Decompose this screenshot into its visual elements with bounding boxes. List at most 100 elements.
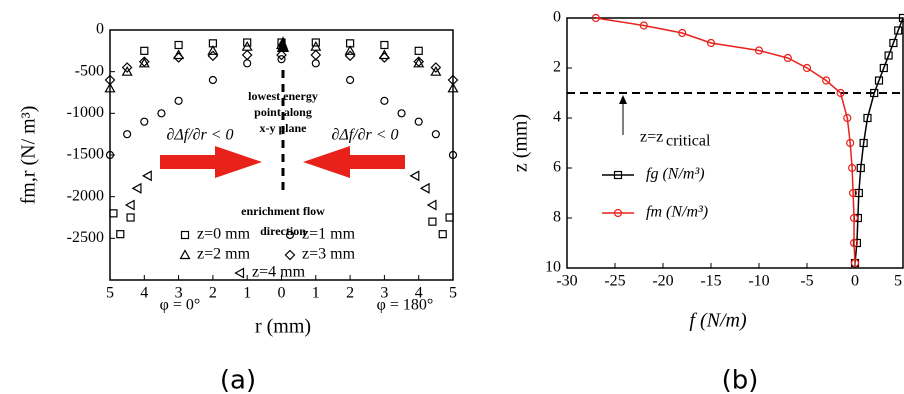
annotation: φ = 180° bbox=[377, 297, 434, 314]
marker-circle bbox=[850, 258, 860, 268]
series-line bbox=[595, 17, 856, 264]
marker-square bbox=[243, 38, 252, 47]
legend-marker bbox=[180, 230, 190, 240]
marker-circle bbox=[706, 38, 716, 48]
x-tick-label: -30 bbox=[556, 273, 577, 290]
marker-square bbox=[438, 230, 447, 239]
marker-square bbox=[859, 138, 868, 148]
marker-diamond bbox=[379, 52, 390, 63]
marker-circle bbox=[123, 130, 132, 139]
x-tick-label: 5 bbox=[894, 273, 902, 290]
marker-circle bbox=[836, 88, 845, 98]
marker-circle bbox=[208, 75, 217, 85]
marker-circle bbox=[380, 96, 389, 105]
marker-left-triangle bbox=[124, 199, 135, 211]
marker-circle bbox=[849, 213, 859, 223]
marker-circle bbox=[431, 130, 440, 139]
caption: (b) bbox=[722, 366, 759, 394]
annotation: enrichment flow bbox=[241, 204, 325, 218]
marker-diamond bbox=[344, 50, 356, 62]
marker-square bbox=[863, 113, 872, 123]
marker-circle bbox=[277, 55, 286, 64]
x-tick-label: 3 bbox=[175, 285, 183, 302]
legend-marker bbox=[179, 249, 191, 260]
annotation: φ = 0° bbox=[160, 297, 201, 314]
legend-label: z=4 mm bbox=[252, 264, 306, 281]
marker-diamond bbox=[207, 50, 219, 62]
caption: (a) bbox=[220, 366, 256, 394]
y-tick-label: -2000 bbox=[67, 187, 104, 204]
marker-left-triangle bbox=[131, 182, 142, 194]
red-arrow-right bbox=[160, 146, 262, 178]
x-tick-label: -5 bbox=[800, 273, 813, 290]
marker-circle bbox=[848, 163, 857, 173]
marker-diamond bbox=[276, 49, 287, 61]
marker-circle bbox=[678, 28, 687, 38]
y-tick-label: 8 bbox=[553, 209, 561, 226]
x-tick-label: 3 bbox=[380, 285, 388, 302]
marker-square bbox=[884, 51, 893, 60]
marker-diamond bbox=[104, 74, 116, 86]
marker-square bbox=[854, 188, 863, 198]
marker-triangle bbox=[378, 49, 390, 60]
x-tick-label: -10 bbox=[748, 273, 769, 290]
legend-marker bbox=[613, 170, 623, 180]
legend-marker bbox=[285, 230, 295, 240]
marker-diamond bbox=[413, 56, 425, 68]
marker-circle bbox=[105, 150, 115, 160]
marker-circle bbox=[783, 53, 792, 63]
marker-left-triangle bbox=[142, 170, 152, 182]
marker-triangle bbox=[344, 45, 356, 55]
marker-triangle bbox=[207, 45, 219, 55]
marker-square bbox=[856, 163, 865, 173]
critical-arrowhead bbox=[619, 95, 627, 104]
marker-circle bbox=[843, 113, 852, 123]
legend-label: z=1 mm bbox=[302, 226, 356, 243]
marker-diamond bbox=[173, 52, 184, 63]
y-tick-label: 6 bbox=[553, 159, 561, 176]
plot-frame bbox=[566, 17, 904, 269]
marker-diamond bbox=[121, 62, 133, 73]
marker-diamond bbox=[430, 62, 442, 73]
y-axis-label: fm,r (N/ m³) bbox=[18, 106, 40, 205]
marker-square bbox=[126, 213, 135, 222]
annotation: x-y plane bbox=[259, 121, 307, 135]
red-arrow-left bbox=[303, 146, 405, 178]
marker-circle bbox=[591, 13, 600, 23]
marker-square bbox=[879, 63, 888, 73]
marker-diamond bbox=[447, 74, 459, 86]
series-line bbox=[854, 17, 904, 264]
marker-square bbox=[874, 76, 884, 85]
marker-circle bbox=[822, 76, 831, 85]
y-tick-label: -1500 bbox=[67, 146, 104, 163]
annotation: lowest energy bbox=[248, 89, 318, 103]
panel-b-layout bbox=[567, 92, 903, 135]
x-tick-label: 0 bbox=[851, 273, 859, 290]
x-tick-label: 4 bbox=[415, 285, 423, 302]
x-tick-label: 1 bbox=[312, 285, 320, 302]
annotation: ∂Δf/∂r < 0 bbox=[166, 127, 233, 144]
marker-triangle bbox=[275, 39, 288, 50]
marker-triangle bbox=[173, 49, 185, 60]
y-tick-label: 2 bbox=[553, 59, 561, 76]
marker-triangle bbox=[430, 65, 442, 76]
legend-label: z=0 mm bbox=[197, 226, 251, 243]
annotation: z=z bbox=[640, 129, 663, 146]
marker-circle bbox=[754, 46, 764, 55]
marker-circle bbox=[174, 96, 183, 105]
marker-circle bbox=[639, 21, 648, 30]
marker-square bbox=[870, 88, 879, 98]
y-tick-label: -1000 bbox=[67, 104, 104, 121]
marker-circle bbox=[140, 117, 149, 126]
x-tick-label: 0 bbox=[278, 285, 286, 302]
annotation: direction bbox=[260, 224, 306, 238]
annotation: point along bbox=[254, 105, 312, 119]
marker-square bbox=[445, 213, 454, 222]
marker-circle bbox=[243, 59, 252, 68]
marker-square bbox=[380, 40, 389, 50]
marker-circle bbox=[346, 75, 355, 85]
marker-square bbox=[414, 46, 423, 55]
x-tick-label: 5 bbox=[106, 285, 114, 302]
legend-marker bbox=[234, 267, 245, 279]
